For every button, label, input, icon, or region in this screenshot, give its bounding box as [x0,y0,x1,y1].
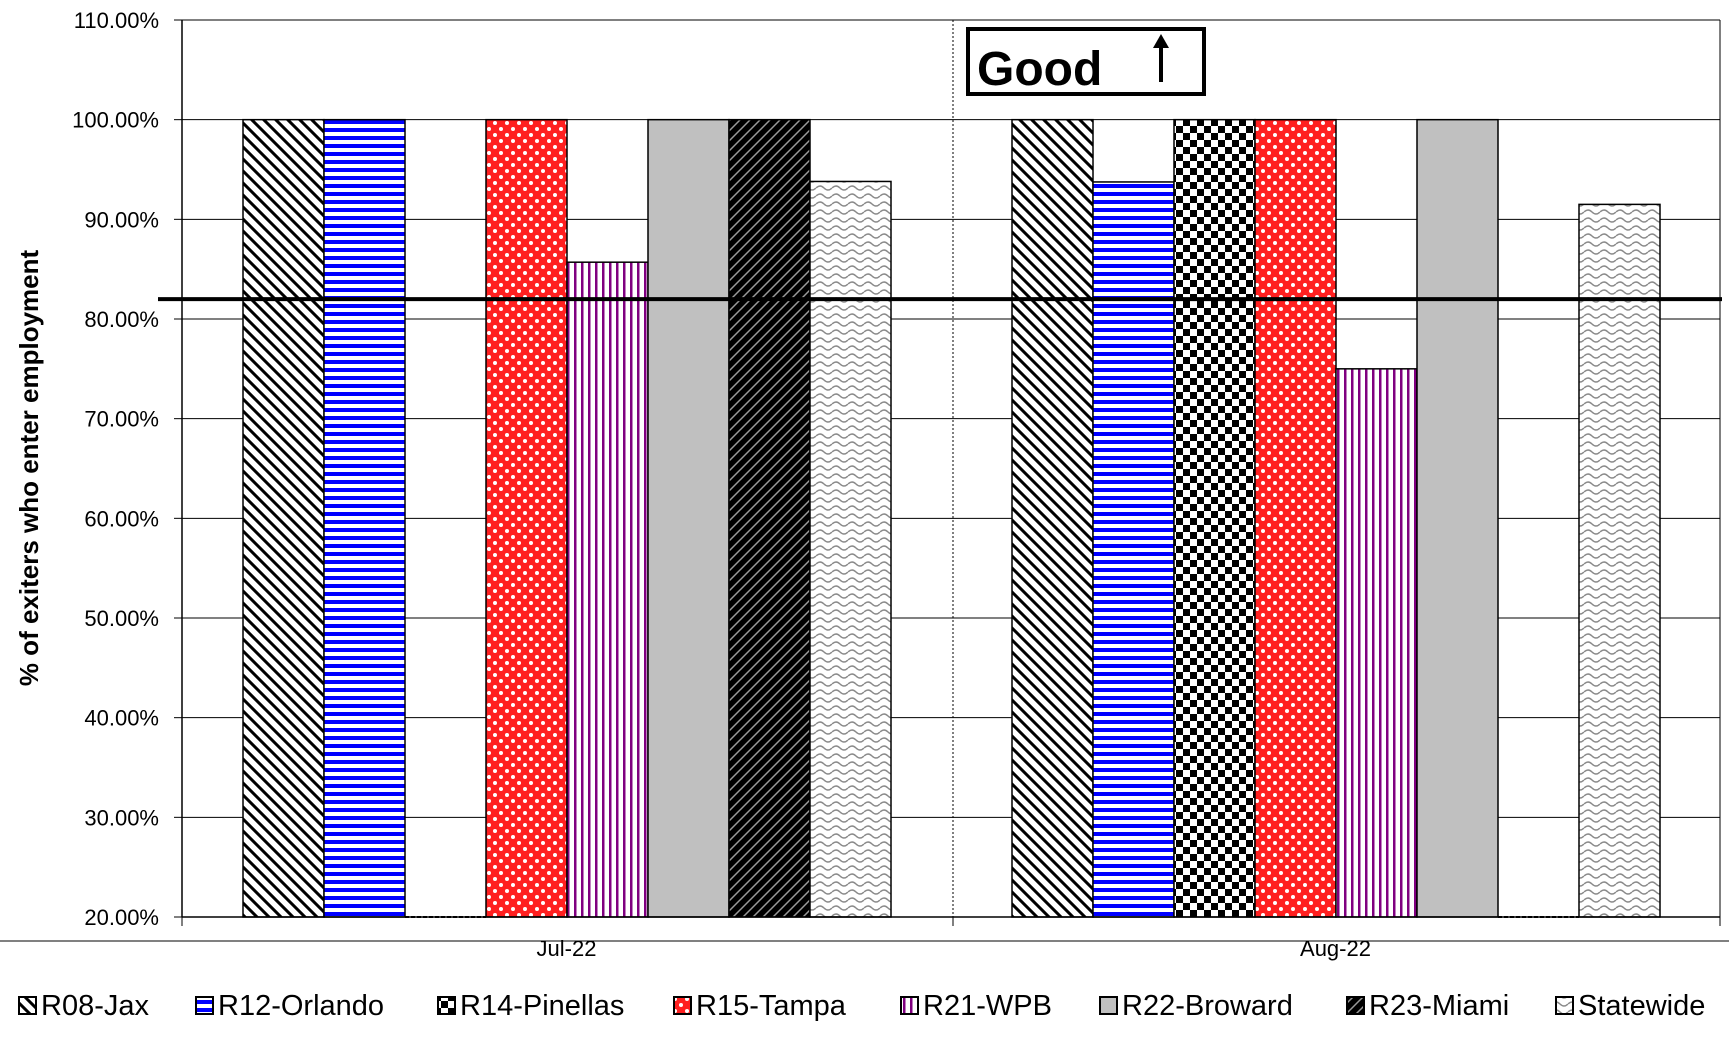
x-tick-label: Aug-22 [1300,936,1371,961]
legend-item: R12-Orlando [195,990,384,1022]
legend-item: Statewide [1555,990,1705,1022]
bar [566,261,649,918]
bar [1092,181,1175,918]
good-annotation: Good [966,27,1206,96]
legend-swatch [18,996,37,1015]
bar [728,118,811,918]
bar [1335,368,1418,918]
up-arrow-icon [1153,34,1169,82]
legend-item: R21-WPB [900,990,1052,1022]
y-tick-label: 40.00% [84,706,159,731]
legend: R08-Jax R12-Orlando R14-Pinellas R15-Tampa R… [18,990,1705,1022]
legend-swatch [1555,996,1574,1015]
y-axis-title: % of exiters who enter employment [14,249,44,686]
legend-item: R22-Broward [1099,990,1293,1022]
y-tick-label: 70.00% [84,407,159,432]
x-tick-labels: Jul-22 Aug-22 [537,936,1371,961]
legend-swatch [673,996,692,1015]
bar [1254,118,1337,918]
axes [0,20,1729,942]
bar [647,118,730,918]
legend-label: R22-Broward [1122,990,1293,1022]
legend-label: R21-WPB [923,990,1052,1022]
legend-label: R14-Pinellas [460,990,624,1022]
legend-item: R08-Jax [18,990,149,1022]
legend-item: R14-Pinellas [437,990,624,1022]
y-tick-label: 30.00% [84,805,159,830]
legend-label: R23-Miami [1369,990,1509,1022]
legend-swatch [1099,996,1118,1015]
y-tick-label: 60.00% [84,506,159,531]
bar [1416,118,1499,918]
legend-swatch [1346,996,1365,1015]
bar [485,118,568,918]
legend-swatch [900,996,919,1015]
y-tick-label: 100.00% [72,108,159,133]
y-tick-label: 80.00% [84,307,159,332]
legend-label: R08-Jax [41,990,149,1022]
good-annotation-box [966,27,1206,96]
legend-label: R15-Tampa [696,990,847,1022]
x-tick-label: Jul-22 [537,936,597,961]
bar [1578,203,1661,918]
y-tick-label: 110.00% [74,8,159,33]
bars [242,118,1661,918]
y-tick-label: 90.00% [84,207,159,232]
y-tick-label: 50.00% [84,606,159,631]
bar [1173,118,1256,918]
legend-item: R23-Miami [1346,990,1509,1022]
good-annotation-text: Good [977,43,1102,96]
bar [809,180,892,918]
bar [323,118,406,918]
y-tick-labels: 20.00% 30.00% 40.00% 50.00% 60.00% 70.00% 80.0… [72,8,159,930]
y-tick-label: 20.00% [84,905,159,930]
legend-label: R12-Orlando [218,990,384,1022]
legend-swatch [437,996,456,1015]
legend-item: R15-Tampa [673,990,847,1022]
bar [1011,118,1094,918]
legend-label: Statewide [1578,990,1705,1022]
legend-swatch [195,996,214,1015]
bar [242,118,325,918]
